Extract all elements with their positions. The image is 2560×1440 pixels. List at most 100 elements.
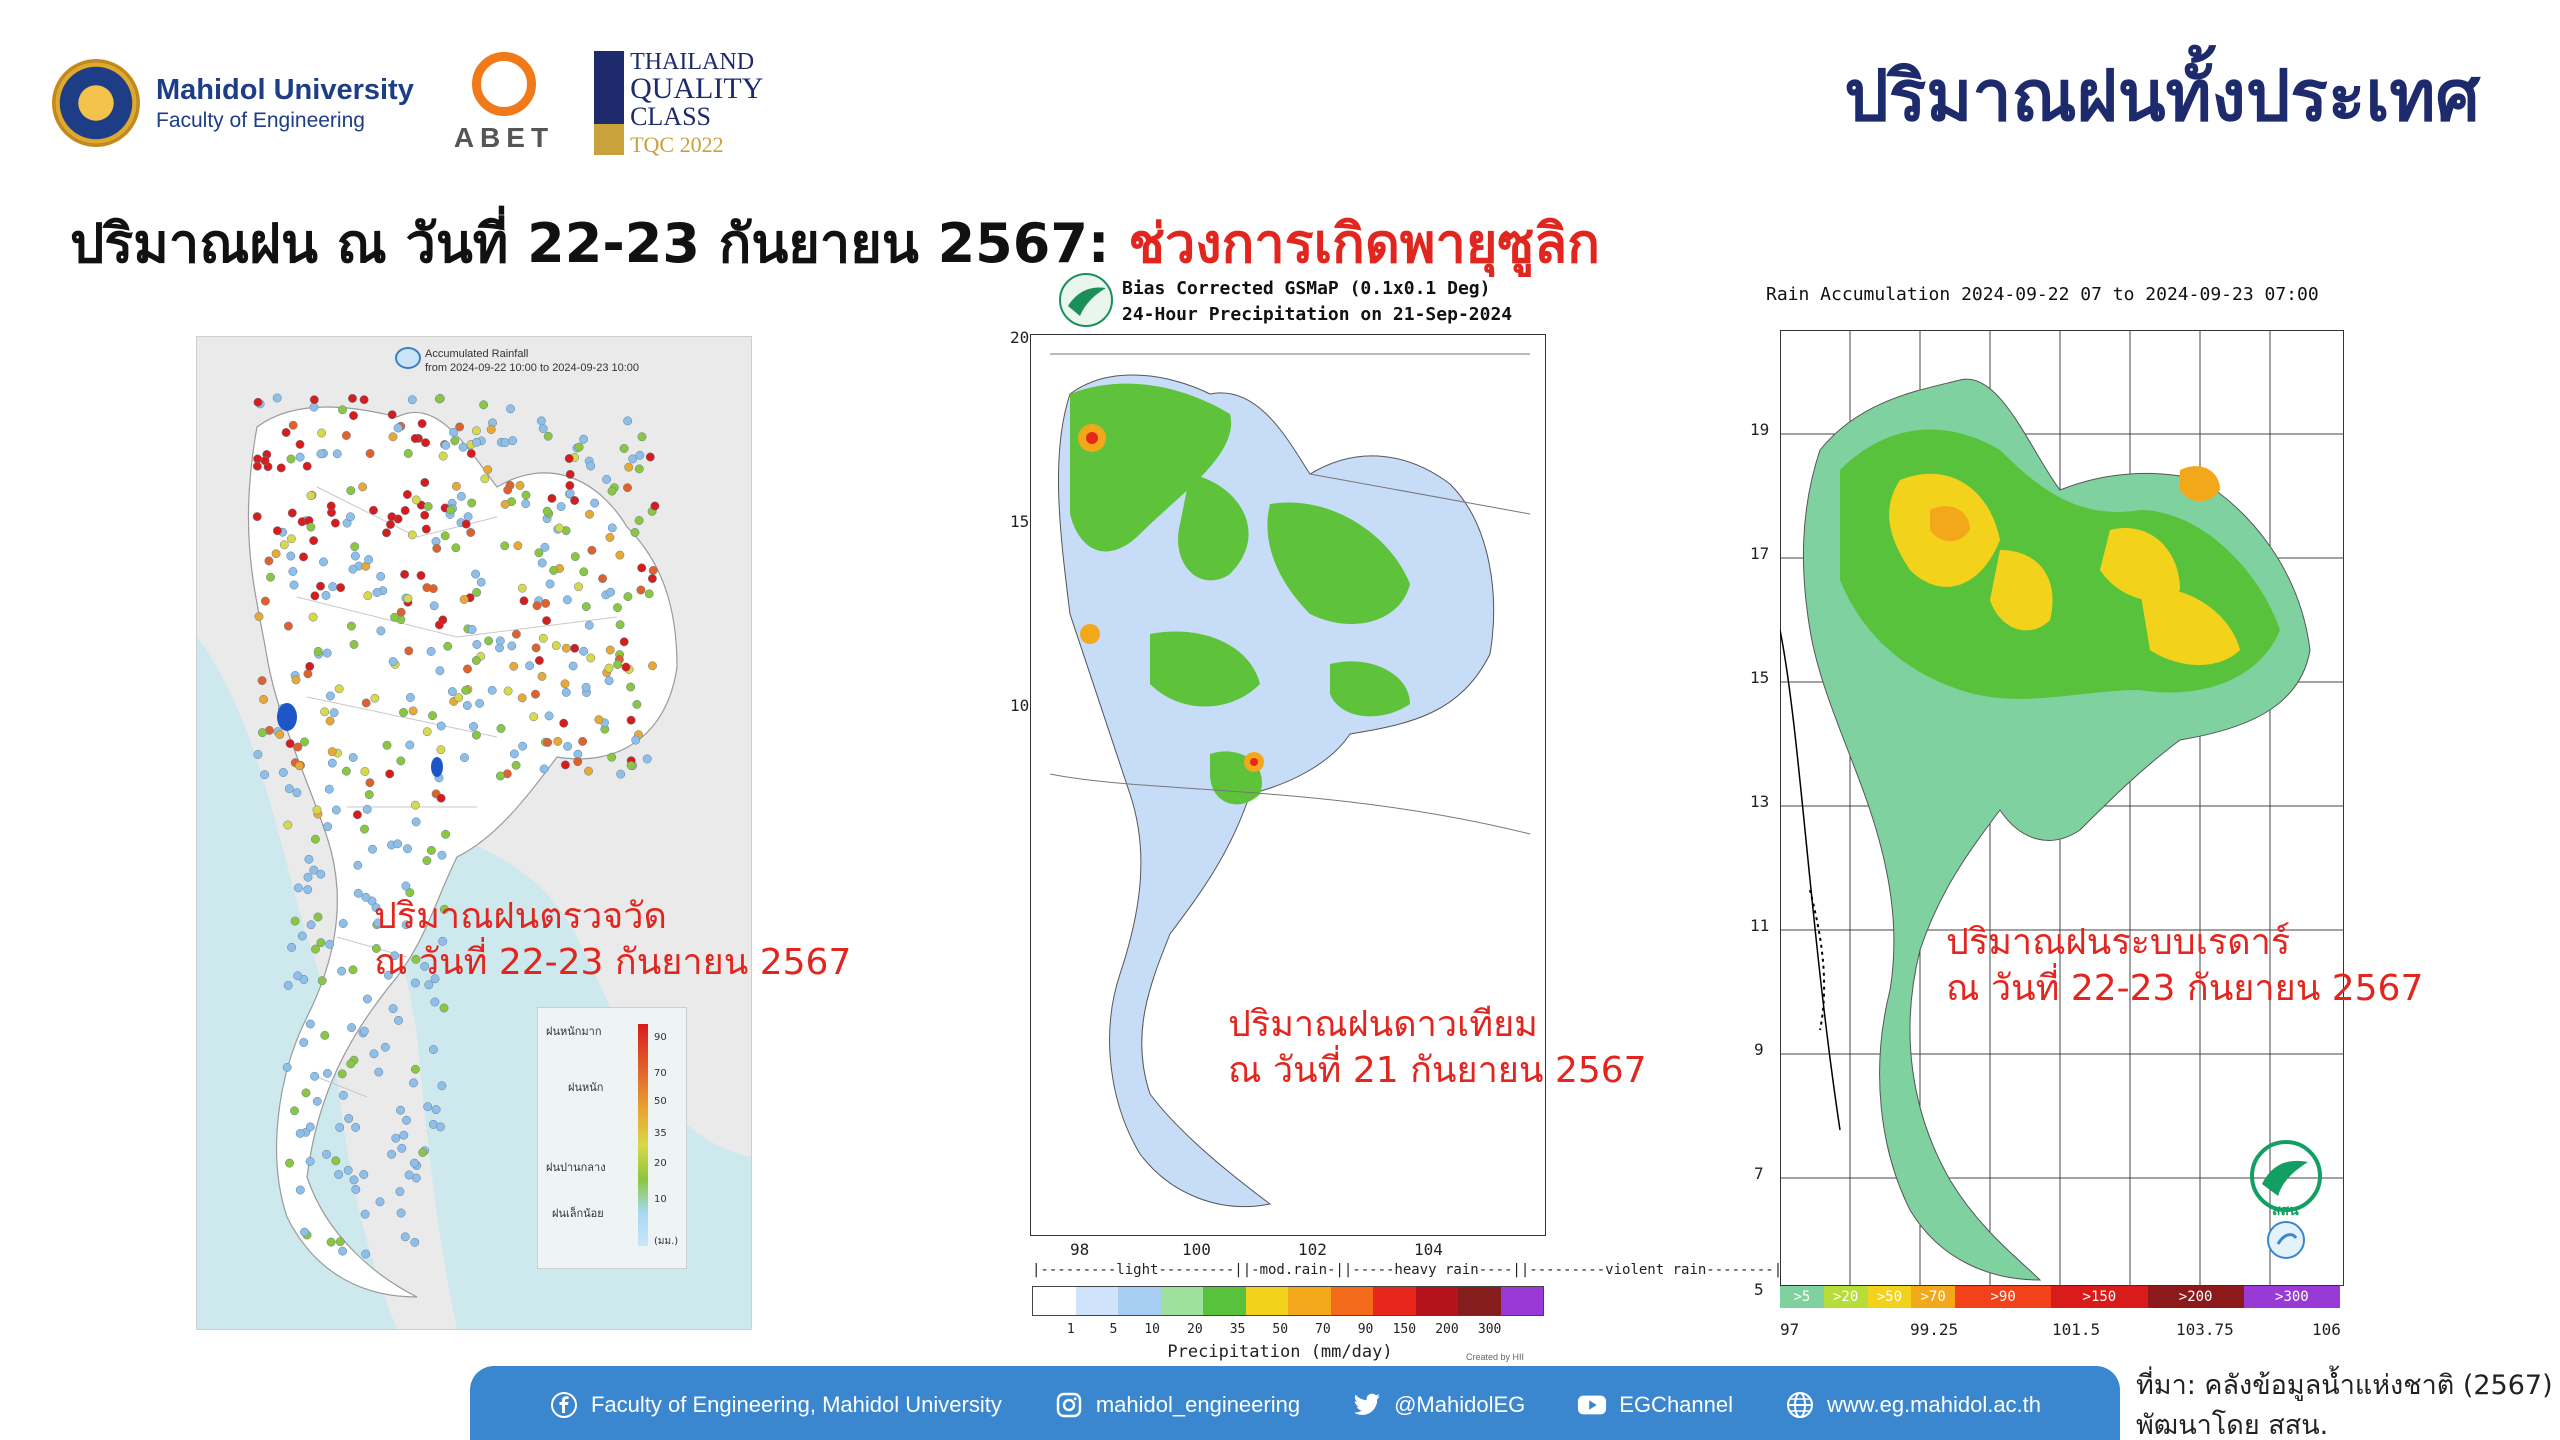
radar-y-tick: 11 (1750, 916, 1770, 935)
satellite-caption-line2: ณ วันที่ 21 กันยายน 2567 (1228, 1050, 1647, 1091)
gauge-station (574, 442, 584, 452)
gauge-station (393, 839, 403, 849)
gauge-station (348, 393, 357, 403)
gauge-station (573, 749, 583, 759)
gauge-station (421, 524, 431, 534)
gauge-station (437, 1081, 447, 1091)
colorbar-swatch (1203, 1287, 1246, 1315)
gauge-station (615, 550, 625, 560)
gauge-station (348, 564, 358, 574)
gauge-station (349, 411, 358, 421)
footer-facebook[interactable]: Faculty of Engineering, Mahidol Universi… (549, 1390, 1002, 1420)
tqc-year: TQC 2022 (630, 132, 724, 157)
gauge-station (426, 845, 436, 855)
source-line1: ที่มา: คลังข้อมูลน้ำแห่งชาติ (2567) (2136, 1370, 2553, 1401)
gauge-station (325, 939, 335, 949)
legend-tick: 10 (654, 1194, 667, 1205)
gauge-station (371, 944, 381, 953)
gauge-station (517, 693, 527, 703)
footer-website[interactable]: www.eg.mahidol.ac.th (1785, 1390, 2041, 1420)
gauge-station (543, 431, 553, 441)
gauge-station (287, 508, 297, 518)
gauge-station (565, 469, 575, 479)
radar-legend-item: >20 (1823, 1286, 1868, 1308)
mahidol-logo: Mahidol University Faculty of Engineerin… (52, 59, 414, 147)
gauge-station (402, 1115, 411, 1125)
gauge-station (317, 976, 327, 986)
gauge-station (422, 856, 432, 866)
globe-icon (1785, 1390, 1815, 1420)
gauge-station (410, 978, 420, 988)
colorbar-tick: 300 (1477, 1322, 1502, 1337)
gauge-station (259, 694, 269, 704)
gauge-station (564, 454, 574, 463)
gauge-station (382, 528, 391, 538)
gauge-station (291, 675, 301, 685)
satellite-title-line2: 24-Hour Precipitation on 21-Sep-2024 (1122, 304, 1513, 325)
gauge-station (295, 452, 305, 462)
gauge-station (431, 1105, 441, 1115)
gauge-station (346, 1059, 356, 1069)
gauge-station (604, 676, 614, 686)
gauge-station (525, 661, 535, 671)
sasn-logo-icon (2250, 1140, 2322, 1259)
satellite-colorbar-ticks: 1 5 10 20 35 50 70 90 150 200 300 (1032, 1322, 1544, 1337)
gauge-station (570, 643, 580, 653)
satellite-xlabel: Precipitation (mm/day) (1167, 1342, 1393, 1362)
radar-legend-item: >150 (2051, 1286, 2148, 1308)
gauge-station (508, 436, 518, 446)
gauge-station (642, 754, 652, 764)
gauge-station (375, 1197, 385, 1207)
gauge-station (476, 577, 486, 587)
footer-twitter[interactable]: @MahidolEG (1352, 1390, 1525, 1420)
slide-subtitle: ปริมาณฝน ณ วันที่ 22-23 กันยายน 2567: ช่… (70, 200, 1600, 286)
gauge-station (428, 584, 438, 594)
gauge-station (570, 496, 580, 505)
gauge-station (348, 753, 358, 762)
gauge-station (537, 671, 547, 681)
gauge-station (626, 682, 636, 692)
gauge-station (390, 951, 399, 961)
gauge-station (432, 543, 442, 553)
gauge-station (400, 506, 410, 515)
gauge-station (396, 607, 406, 617)
gauge-station (581, 682, 591, 692)
gauge-station (563, 741, 573, 751)
gauge-station (408, 706, 418, 716)
satellite-legend-caption: |---------light---------||-mod.rain-||--… (1032, 1262, 1783, 1278)
gauge-station (420, 961, 430, 971)
gauge-station (487, 685, 497, 695)
satellite-x-tick: 100 (1182, 1240, 1211, 1259)
gauge-station (435, 1122, 445, 1132)
gauge-station (467, 625, 477, 634)
gauge-station (542, 616, 552, 626)
gauge-station (421, 438, 431, 448)
colorbar-tick: 90 (1357, 1322, 1374, 1337)
tqc-flag-icon (594, 51, 625, 155)
gauge-station (292, 788, 302, 798)
gauge-station (507, 641, 517, 651)
gauge-station (286, 454, 296, 464)
website-label: www.eg.mahidol.ac.th (1827, 1392, 2042, 1417)
footer-youtube[interactable]: EGChannel (1577, 1390, 1733, 1420)
mahidol-seal-icon (52, 59, 140, 147)
gauge-station (423, 502, 433, 511)
gauge-station (458, 442, 468, 452)
gauge-station (351, 1184, 361, 1194)
gauge-station (393, 423, 403, 433)
gauge-station (310, 834, 320, 844)
gauge-station (349, 1175, 359, 1185)
gauge-map-header: Accumulated Rainfall from 2024-09-22 10:… (425, 347, 639, 375)
footer-instagram[interactable]: mahidol_engineering (1054, 1390, 1300, 1420)
gauge-station (364, 790, 374, 800)
gauge-station (365, 778, 375, 788)
gauge-station (254, 612, 264, 621)
gauge-station (338, 1090, 348, 1100)
gauge-station (324, 784, 334, 794)
gauge-station (438, 936, 448, 946)
gauge-station (373, 918, 383, 928)
gauge-station (293, 742, 303, 752)
gauge-station (338, 919, 348, 928)
radar-legend-item: >90 (1955, 1286, 2052, 1308)
gauge-station (316, 449, 326, 459)
